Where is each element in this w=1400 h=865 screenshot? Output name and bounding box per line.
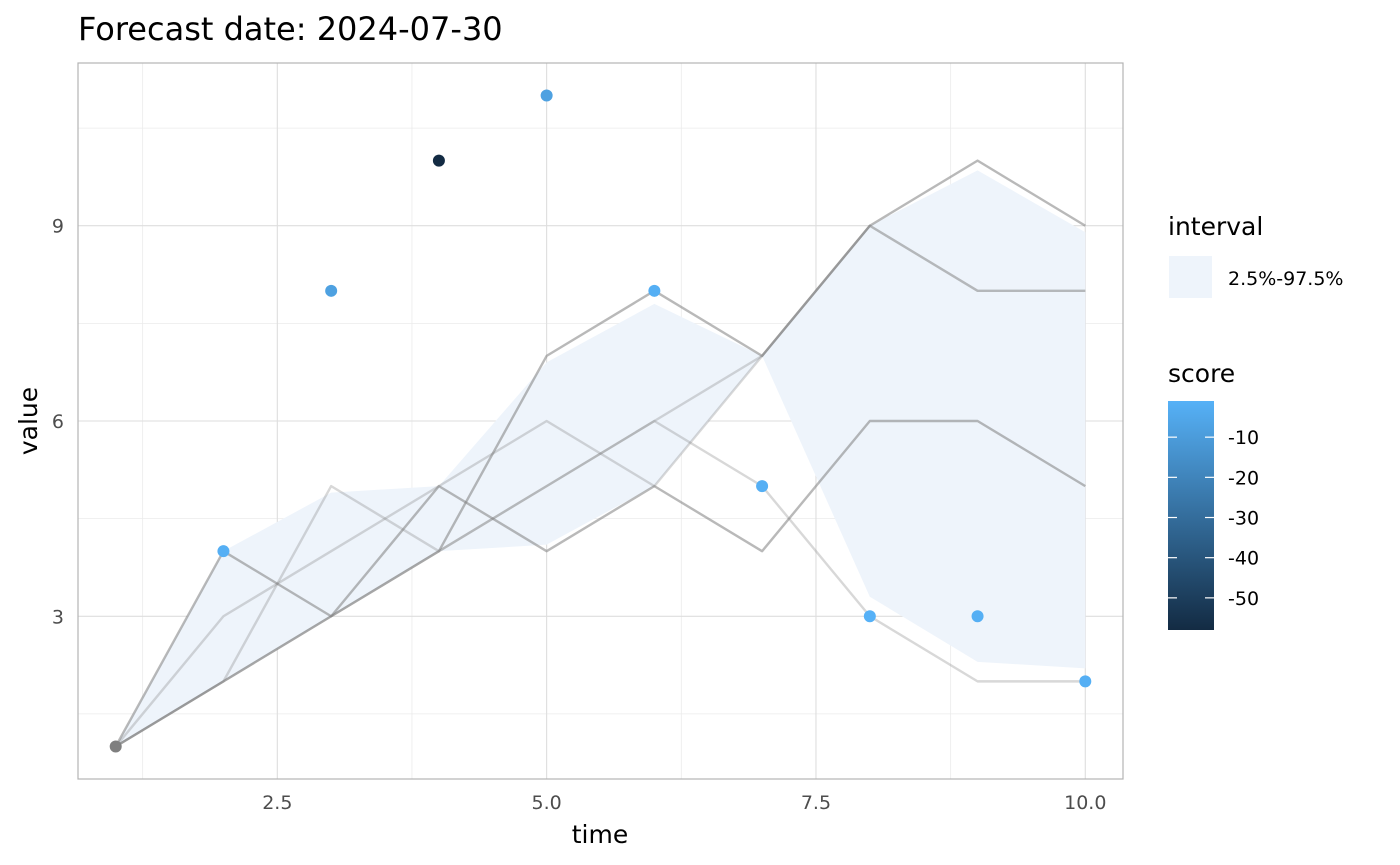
y-tick-label: 9 (52, 216, 64, 238)
x-tick-label: 2.5 (262, 792, 292, 814)
observed-point (432, 154, 445, 167)
legend-score-title: score (1168, 359, 1235, 388)
x-tick-label: 7.5 (801, 792, 831, 814)
legend-interval-title: interval (1168, 212, 1263, 241)
y-tick-label: 3 (52, 606, 64, 628)
observed-point (863, 610, 876, 623)
plot-panel (77, 62, 1124, 780)
y-axis-ticks: 3 6 9 (52, 216, 64, 629)
sample-path-line (115, 419, 1086, 748)
colorbar-tick-label: -20 (1228, 467, 1259, 489)
x-axis-title: time (572, 820, 628, 849)
legend: interval 2.5%-97.5% score -10 -20 -30 -40 -5… (1168, 212, 1343, 630)
observed-point (1079, 675, 1092, 688)
y-axis-title: value (14, 387, 43, 455)
y-tick-label: 6 (52, 411, 64, 433)
colorbar-tick-label: -10 (1228, 427, 1259, 449)
observed-point (648, 284, 661, 297)
observed-point (325, 284, 338, 297)
observed-points-layer (109, 89, 1092, 753)
x-tick-label: 5.0 (532, 792, 562, 814)
score-colorbar-ticks: -10 -20 -30 -40 -50 (1168, 427, 1259, 610)
observed-point (217, 545, 230, 558)
sample-paths-layer (114, 159, 1086, 748)
interval-ribbon-layer (115, 170, 1086, 747)
x-axis-ticks: 2.5 5.0 7.5 10.0 (262, 792, 1106, 814)
sample-path-line (114, 159, 1086, 748)
legend-interval-label: 2.5%-97.5% (1228, 268, 1343, 290)
colorbar-tick-label: -30 (1228, 508, 1259, 530)
observed-point (971, 610, 984, 623)
score-colorbar (1168, 401, 1214, 630)
observed-point (109, 740, 122, 753)
observed-point (756, 480, 769, 493)
panel-border (77, 62, 1124, 780)
chart-title: Forecast date: 2024-07-30 (78, 10, 503, 48)
interval-ribbon (115, 170, 1086, 747)
observed-point (540, 89, 553, 102)
colorbar-tick-label: -50 (1228, 588, 1259, 610)
sample-path-line (115, 224, 1086, 748)
legend-interval-key (1169, 256, 1212, 298)
x-tick-label: 10.0 (1064, 792, 1106, 814)
sample-path-line (115, 419, 1086, 748)
sample-path-line (114, 224, 1086, 748)
colorbar-tick-label: -40 (1228, 548, 1259, 570)
